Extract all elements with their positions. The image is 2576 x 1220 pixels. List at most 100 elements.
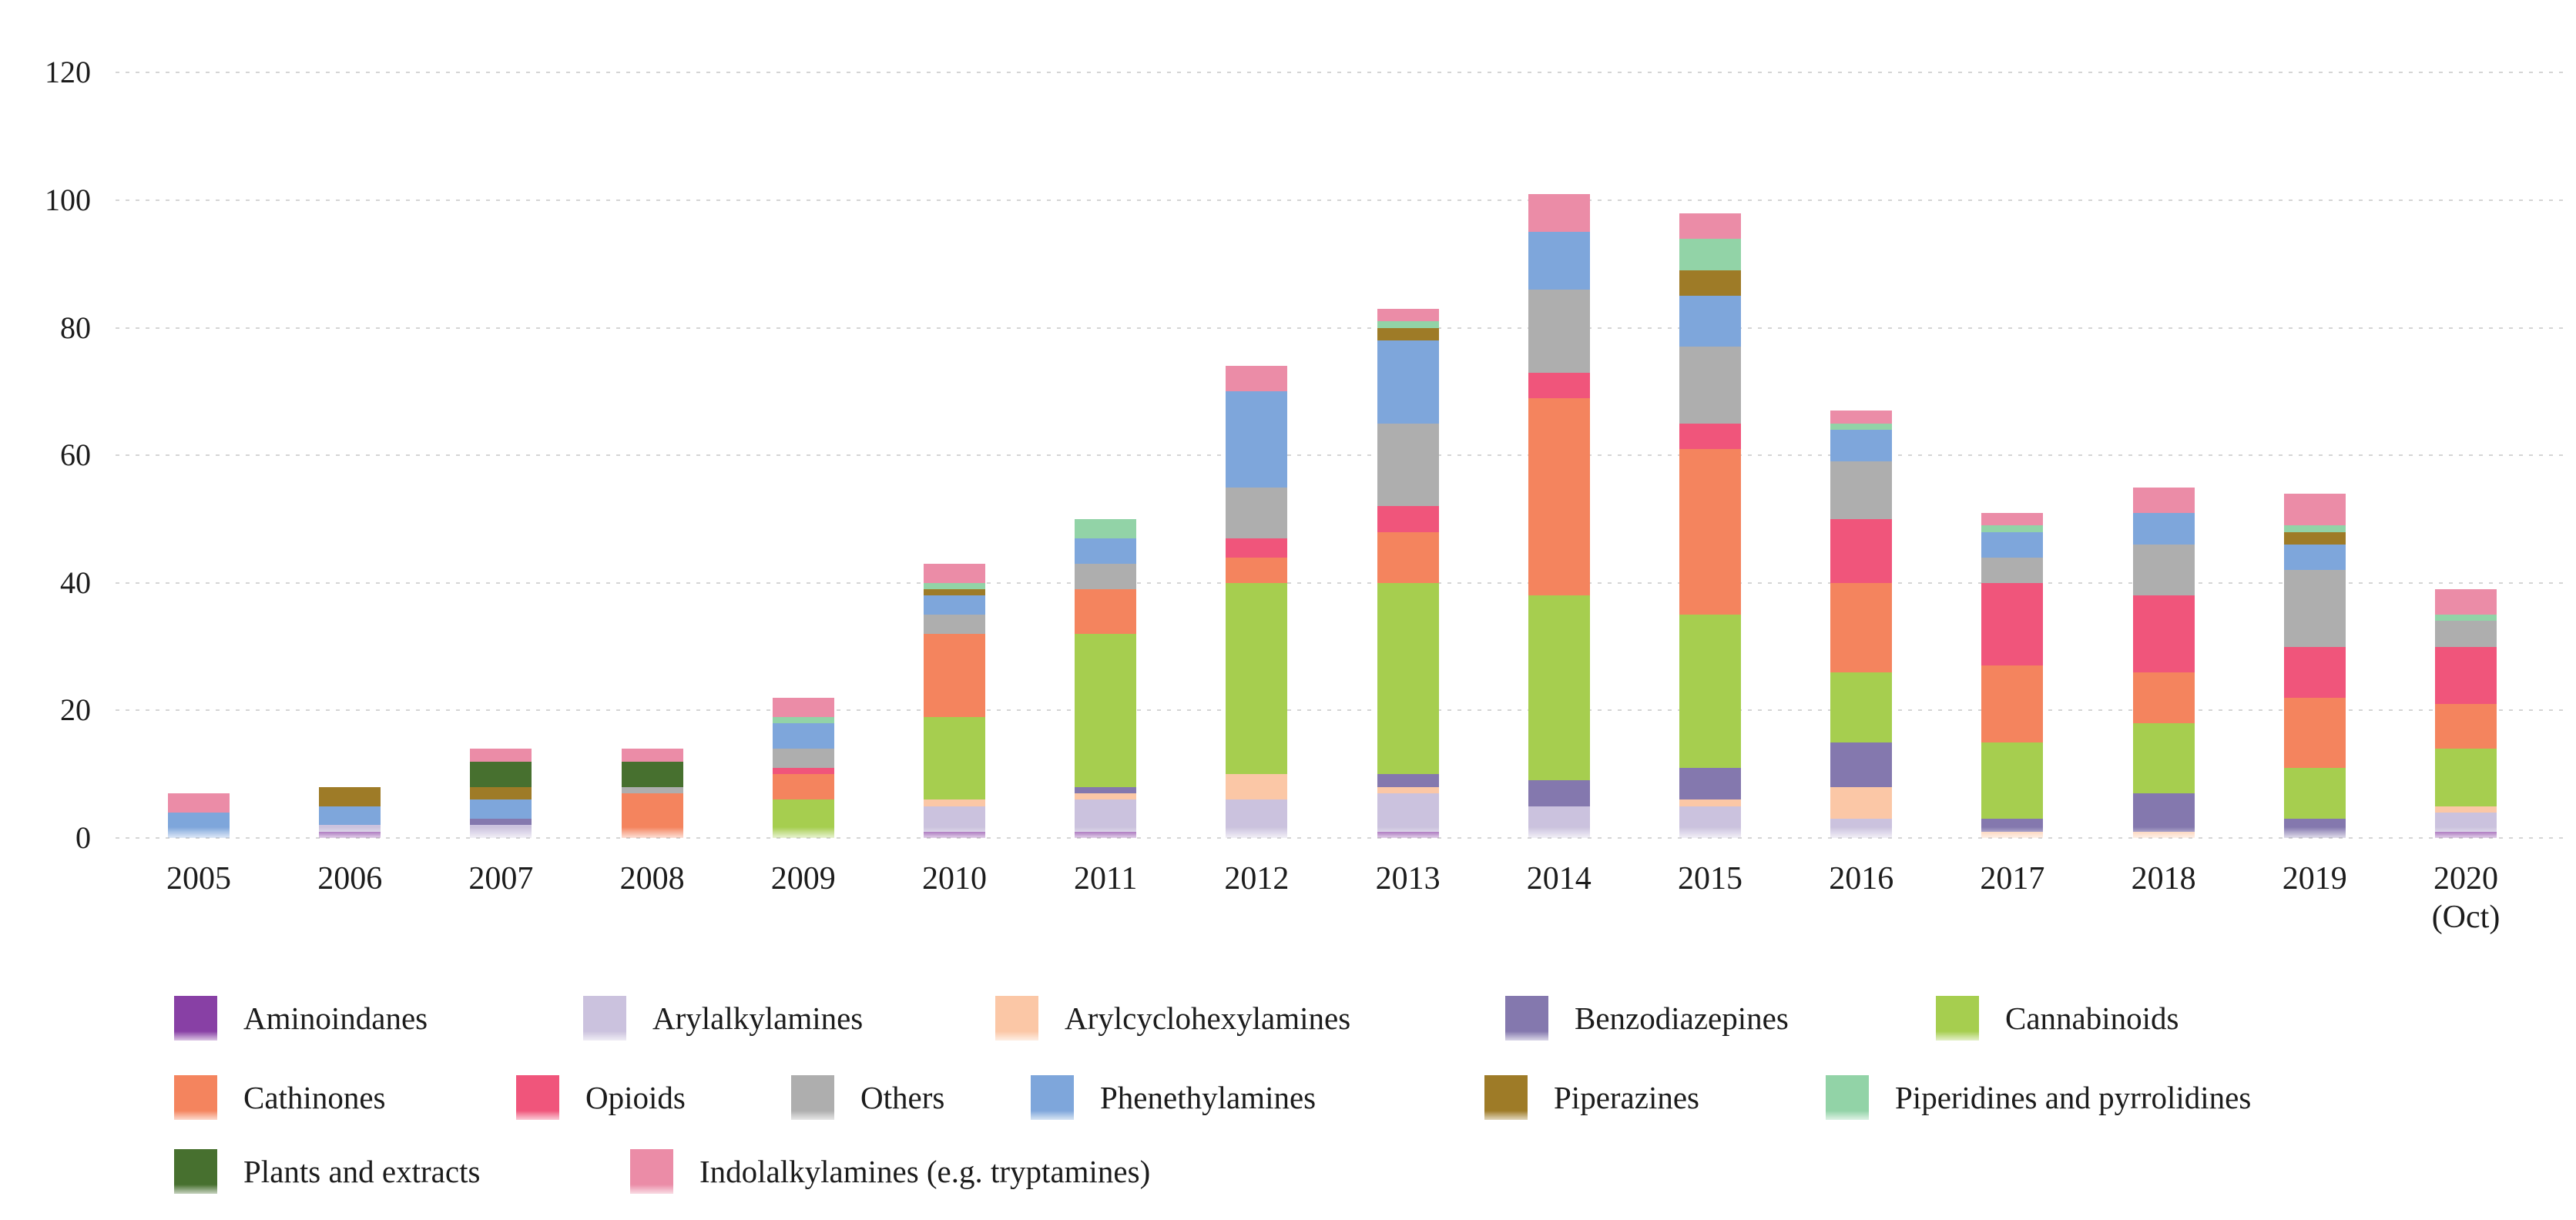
y-axis-tick-label: 100 [45,183,91,217]
x-axis-label: 2014 [1526,861,1592,897]
bar-segment-phenethylamines [772,722,834,749]
bar-segment-others [1981,557,2044,583]
x-axis-label: 2006 [317,861,383,897]
bar-segment-cannabinoids [1679,615,1741,768]
gridline-y-120 [116,72,2569,74]
bar-segment-others [1679,347,1741,424]
bar-segment-cannabinoids [1830,672,1893,742]
bar-segment-cannabinoids [772,799,834,838]
y-axis-tick-label: 60 [60,437,91,473]
bar-segment-indolalkylamines-e-g-tryptamines [621,749,683,762]
bar-segment-arylalkylamines [470,825,532,838]
bar-group-2010 [924,563,985,838]
bar-group-2008 [621,749,683,838]
bar-segment-arylcyclohexylamines [1679,799,1741,806]
bar-segment-phenethylamines [319,806,381,826]
legend-swatch-piperidines-and-pyrrolidines [1826,1075,1869,1120]
x-axis-label: 2017 [1980,861,2045,897]
bar-segment-arylalkylamines [924,806,985,832]
bar-segment-arylalkylamines [2435,812,2497,832]
legend-label: Indolalkylamines (e.g. tryptamines) [699,1154,1151,1189]
legend-swatch-arylcyclohexylamines [995,996,1038,1041]
bar-group-2019 [2283,493,2346,838]
bar-segment-opioids [1377,506,1439,532]
bar-segment-benzodiazepines [1377,774,1439,787]
y-axis-tick-label: 80 [60,310,91,345]
legend-label: Arylalkylamines [652,1000,864,1036]
legend-swatch-cannabinoids [1936,996,1979,1041]
bar-segment-arylalkylamines [1377,793,1439,832]
y-axis-tick-label: 40 [60,565,91,600]
bar-segment-piperidines-and-pyrrolidines [772,716,834,723]
bar-segment-piperidines-and-pyrrolidines [1981,525,2044,532]
legend-swatch-arylalkylamines [583,996,626,1041]
bar-segment-cathinones [1830,582,1893,672]
legend-item-phenethylamines: Phenethylamines [1031,1075,1316,1120]
bar-segment-phenethylamines [1377,340,1439,424]
bar-segment-arylcyclohexylamines [1981,831,2044,838]
bar-segment-opioids [1830,519,1893,583]
legend-item-arylcyclohexylamines: Arylcyclohexylamines [995,996,1350,1041]
bar-segment-arylalkylamines [1679,806,1741,838]
legend-label: Aminoindanes [243,1000,428,1036]
gridline-y-20 [116,709,2569,712]
bar-segment-piperidines-and-pyrrolidines [1377,321,1439,328]
y-axis-tick-label: 0 [75,820,91,855]
bar-group-2006 [319,786,381,838]
bar-group-2018 [2132,487,2195,838]
bar-segment-arylalkylamines [1075,799,1137,832]
bar-group-2020 [2435,589,2497,838]
bar-segment-indolalkylamines-e-g-tryptamines [470,749,532,762]
x-axis-label: 2018 [2131,861,2196,897]
bar-segment-indolalkylamines-e-g-tryptamines [1830,411,1893,424]
bar-segment-others [1075,563,1137,590]
bar-segment-benzodiazepines [1528,780,1590,806]
bar-segment-cannabinoids [1226,582,1288,775]
bar-segment-phenethylamines [2132,512,2195,545]
bar-segment-cannabinoids [2283,767,2346,819]
bar-segment-piperazines [1377,327,1439,341]
bar-segment-piperazines [470,786,532,800]
bar-group-2017 [1981,512,2044,838]
bar-segment-indolalkylamines-e-g-tryptamines [772,697,834,717]
bar-group-2011 [1075,519,1137,838]
legend-item-plants-and-extracts: Plants and extracts [174,1149,480,1194]
legend-label: Arylcyclohexylamines [1065,1000,1351,1036]
bar-segment-arylalkylamines [1226,799,1288,838]
bar-group-2009 [772,697,834,838]
legend-label: Benzodiazepines [1575,1000,1789,1036]
x-axis-label: 2015 [1678,861,1742,897]
legend-item-aminoindanes: Aminoindanes [174,996,428,1041]
bar-segment-piperidines-and-pyrrolidines [924,582,985,590]
bar-segment-piperazines [1679,270,1741,297]
bar-segment-opioids [2283,646,2346,698]
x-axis-label: 2019 [2282,861,2347,897]
bar-segment-arylalkylamines [1830,819,1893,838]
bar-group-2016 [1830,411,1893,838]
bar-segment-arylcyclohexylamines [2132,831,2195,838]
bar-segment-aminoindanes [1075,831,1137,838]
bar-segment-cathinones [2132,672,2195,723]
legend-label: Opioids [585,1080,686,1115]
legend-item-cannabinoids: Cannabinoids [1936,996,2179,1041]
bar-segment-phenethylamines [1679,296,1741,347]
bar-segment-arylcyclohexylamines [1226,774,1288,800]
bar-segment-piperazines [2283,531,2346,545]
y-axis-tick-label: 120 [45,55,91,90]
bar-group-2012 [1226,366,1288,838]
bar-segment-benzodiazepines [2283,819,2346,838]
bar-segment-phenethylamines [2283,545,2346,571]
legend-item-others: Others [791,1075,944,1120]
bar-segment-indolalkylamines-e-g-tryptamines [924,563,985,583]
legend-swatch-phenethylamines [1031,1075,1074,1120]
bar-segment-benzodiazepines [1679,767,1741,800]
bar-segment-benzodiazepines [1981,819,2044,832]
bar-group-2014 [1528,193,1590,838]
bar-segment-cathinones [1377,531,1439,583]
bar-segment-others [2435,621,2497,647]
bar-segment-opioids [1679,423,1741,449]
bar-group-2007 [470,749,532,838]
legend-item-piperidines-and-pyrrolidines: Piperidines and pyrrolidines [1826,1075,2251,1120]
bar-segment-piperidines-and-pyrrolidines [2435,615,2497,622]
